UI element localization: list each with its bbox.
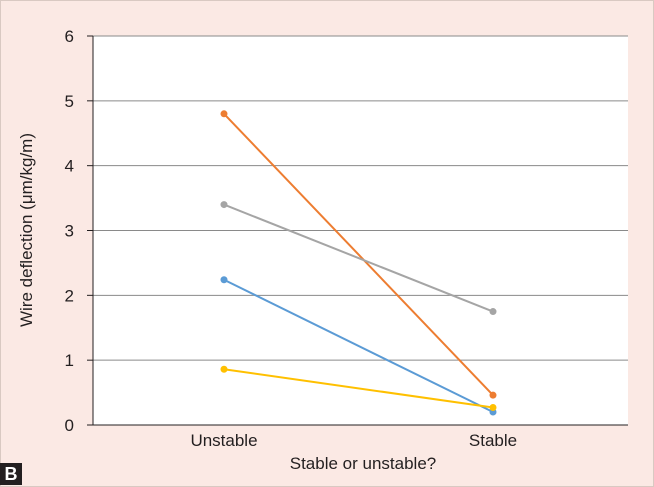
y-tick-labels: 0 1 2 3 4 5 6 (65, 27, 74, 435)
y-tick-label: 3 (65, 222, 74, 241)
y-tick-label: 5 (65, 92, 74, 111)
series-line (223, 113, 494, 396)
data-point (220, 201, 228, 209)
series-lines (220, 110, 497, 416)
axes (87, 35, 628, 426)
y-tick-label: 2 (65, 286, 74, 305)
x-axis-label: Stable or unstable? (289, 454, 437, 473)
y-tick-label: 4 (65, 157, 74, 176)
x-tick-label: Stable (469, 431, 517, 450)
y-tick-label: 0 (65, 416, 74, 435)
panel-label: B (0, 463, 22, 485)
y-tick-label: 1 (65, 351, 74, 370)
x-tick-labels: Unstable Stable (190, 431, 517, 450)
data-point (220, 276, 228, 284)
series-line (223, 203, 494, 313)
data-point (489, 391, 497, 399)
data-point (489, 403, 497, 411)
y-tick-label: 6 (65, 27, 74, 46)
series-line (223, 278, 494, 413)
data-point (489, 308, 497, 316)
y-axis-label: Wire deflection (μm/kg/m) (17, 133, 36, 327)
gridlines (93, 35, 628, 361)
series-line (223, 368, 494, 409)
data-point (220, 110, 228, 118)
data-point (220, 365, 228, 373)
x-tick-label: Unstable (190, 431, 257, 450)
